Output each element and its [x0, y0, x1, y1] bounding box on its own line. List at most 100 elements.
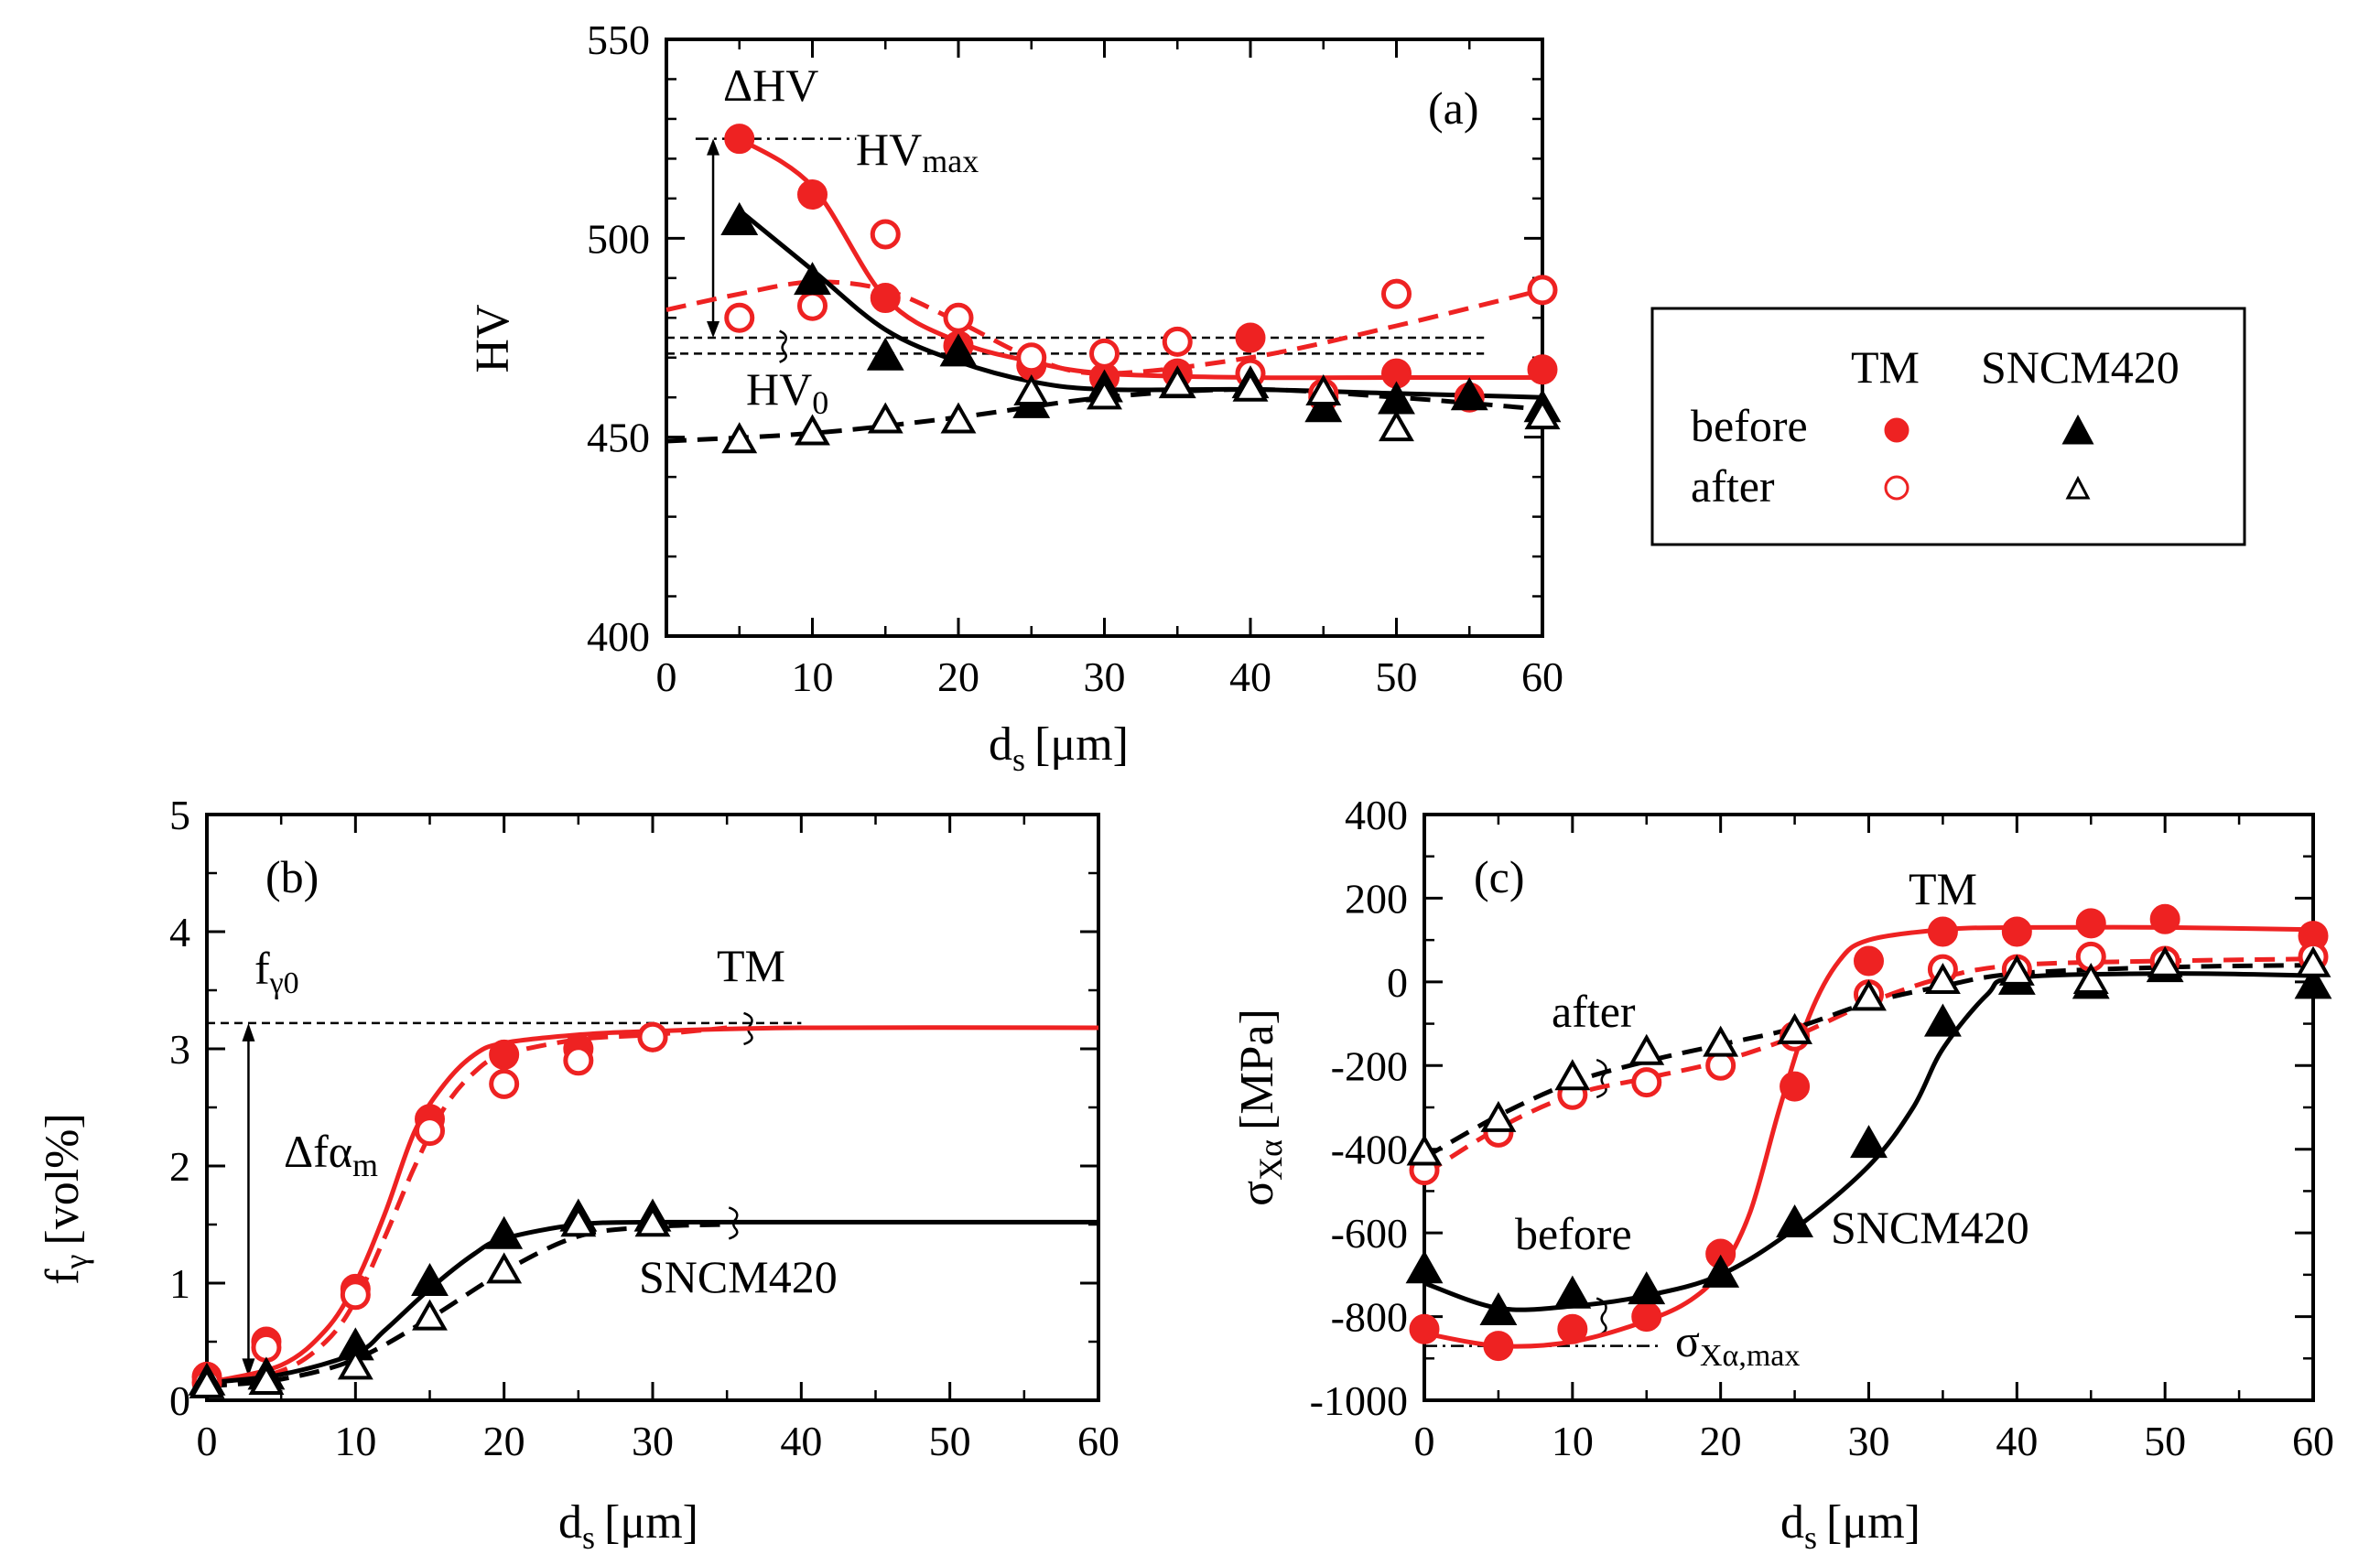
delta-hv-arrowhead-bottom: [707, 321, 720, 338]
fit-line-sncm420-before: [738, 208, 1543, 400]
x-tick-label: 30: [632, 1418, 674, 1464]
y-tick-label: 500: [587, 215, 650, 262]
point-sncm420-before: [2294, 966, 2332, 999]
x-tick-label: 10: [792, 653, 834, 700]
point-tm-before: [1235, 322, 1266, 353]
panel-b-xlabel: ds [μm]: [558, 1496, 698, 1556]
panel-c-sncm-annotation: SNCM420: [1831, 1202, 2029, 1253]
x-tick-label: 0: [197, 1418, 218, 1464]
point-tm-after: [797, 290, 828, 321]
plot-frame: [1423, 813, 2315, 1402]
point-sncm420-before: [1450, 377, 1488, 411]
point-sncm420-before: [1850, 1125, 1888, 1159]
point-tm-before: [1483, 1331, 1514, 1362]
panel-c-ylabel: σXα[MPa]: [1231, 1009, 1289, 1206]
delta-hv-arrowhead-top: [707, 138, 720, 156]
point-sncm420-after: [1379, 410, 1414, 442]
point-sncm420-after: [1524, 398, 1561, 430]
point-sncm420-after: [1998, 954, 2035, 986]
y-tick-label: 450: [587, 415, 650, 461]
y-tick-label: 400: [587, 613, 650, 660]
y-tick-label: 200: [1345, 875, 1408, 922]
y-tick-label: -400: [1331, 1127, 1408, 1173]
x-tick-label: 60: [2292, 1418, 2334, 1464]
x-tick-label: 0: [656, 653, 677, 700]
point-sncm420-after: [1924, 963, 1961, 995]
point-sncm420-after: [1305, 374, 1342, 406]
panel-c-label: (c): [1474, 851, 1525, 902]
point-tm-after: [1631, 1067, 1662, 1098]
point-sncm420-after: [1851, 979, 1887, 1011]
legend: TM SNCM420 before after: [1650, 307, 2246, 546]
y-tick-label: -800: [1331, 1294, 1408, 1341]
point-sncm420-before: [720, 201, 759, 235]
point-tm-before: [489, 1039, 520, 1070]
point-tm-after: [1381, 278, 1412, 309]
panel-c-xlabel: ds [μm]: [1780, 1496, 1920, 1556]
point-sncm420-after: [1087, 378, 1122, 410]
y-tick-label: 1: [169, 1260, 190, 1307]
y-tick-label: 0: [169, 1377, 190, 1424]
x-tick-label: 0: [1414, 1418, 1435, 1464]
panel-b-plot: 0 10 20 30 40 50 60 0 1 2 3 4 5: [169, 792, 1120, 1464]
point-sncm420-after: [634, 1205, 671, 1237]
x-tick-label: 30: [1848, 1418, 1890, 1464]
point-tm-before: [1409, 1313, 1440, 1344]
panel-a-ylabel: HV: [467, 304, 519, 372]
point-tm-after: [1089, 338, 1120, 369]
point-tm-before: [870, 283, 901, 314]
f-gamma0-annotation: fγ0: [254, 943, 299, 1000]
point-tm-before: [1557, 1313, 1588, 1344]
point-tm-after: [563, 1045, 594, 1076]
point-sncm420-after: [1013, 374, 1050, 406]
delta-hv-annotation: ΔHV: [723, 59, 818, 111]
fit-line-tm-before: [206, 1025, 1099, 1386]
panel-b-sncm-annotation: SNCM420: [639, 1251, 838, 1302]
delta-f-alpha-annotation: Δfαm: [284, 1126, 378, 1183]
x-tick-label: 50: [1376, 653, 1418, 700]
point-sncm420-before: [1405, 1250, 1444, 1284]
x-tick-label: 50: [929, 1418, 971, 1464]
legend-row-before: before: [1691, 400, 1808, 451]
panel-b-tm-annotation: TM: [717, 940, 785, 991]
point-sncm420-after: [1480, 1100, 1517, 1132]
point-sncm420-after: [1777, 1012, 1813, 1044]
point-tm-after: [1016, 342, 1047, 373]
point-sncm420-after: [412, 1299, 448, 1331]
panel-c-before-annotation: before: [1515, 1208, 1632, 1259]
panel-c-brace: [1596, 1058, 1607, 1099]
panel-b-label: (b): [265, 851, 319, 902]
point-tm-before: [797, 179, 828, 210]
point-tm-after: [415, 1116, 445, 1147]
point-sncm420-before: [866, 337, 904, 371]
x-tick-label: 20: [937, 653, 979, 700]
point-sncm420-after: [1159, 366, 1195, 398]
point-sncm420-after: [189, 1366, 225, 1398]
legend-box: [1650, 307, 2246, 546]
point-sncm420-after: [2072, 963, 2109, 995]
y-tick-label: 2: [169, 1143, 190, 1190]
x-tick-label: 20: [1700, 1418, 1742, 1464]
panel-c-plot: 0 10 20 30 40 50 60 -1000 -800 -600 -400 -200 0 200 40…: [1310, 792, 2334, 1464]
point-tm-before: [2075, 908, 2106, 939]
y-tick-label: 4: [169, 909, 190, 955]
y-tick-label: 5: [169, 792, 190, 838]
x-tick-label: 10: [334, 1418, 376, 1464]
x-tick-label: 20: [483, 1418, 525, 1464]
y-tick-label: -1000: [1310, 1377, 1408, 1424]
y-tick-label: 0: [1387, 959, 1408, 1006]
y-tick-label: -600: [1331, 1210, 1408, 1257]
point-tm-before: [1527, 354, 1558, 385]
point-sncm420-before: [1702, 1254, 1740, 1288]
legend-marker-sncm-after: [2065, 475, 2091, 500]
point-sncm420-before: [1628, 1271, 1666, 1305]
hv0-annotation: HV0: [746, 363, 828, 421]
x-tick-label: 30: [1084, 653, 1126, 700]
point-tm-after: [637, 1021, 668, 1052]
point-sncm420-before: [485, 1215, 524, 1249]
panel-a-label: (a): [1428, 82, 1479, 134]
point-tm-before: [724, 124, 755, 155]
point-tm-after: [251, 1332, 282, 1363]
